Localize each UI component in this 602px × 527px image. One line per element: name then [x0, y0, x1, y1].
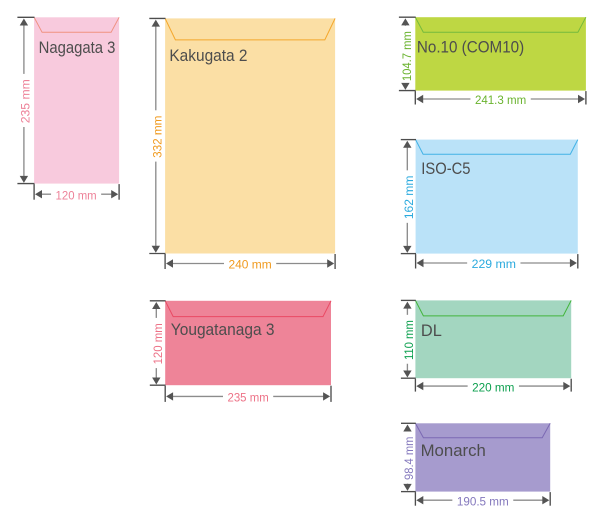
svg-text:190.5 mm: 190.5 mm	[457, 494, 509, 508]
svg-text:104.7 mm: 104.7 mm	[400, 31, 414, 81]
svg-text:DL: DL	[421, 321, 442, 340]
svg-text:No.10 (COM10): No.10 (COM10)	[417, 38, 524, 57]
svg-text:220 mm: 220 mm	[472, 380, 514, 394]
svg-text:240 mm: 240 mm	[229, 258, 272, 272]
svg-text:Nagagata 3: Nagagata 3	[39, 38, 116, 57]
svg-text:98.4 mm: 98.4 mm	[402, 437, 416, 480]
svg-text:235 mm: 235 mm	[228, 391, 269, 405]
svg-text:120 mm: 120 mm	[151, 323, 165, 364]
svg-text:ISO-C5: ISO-C5	[421, 159, 470, 178]
svg-text:Monarch: Monarch	[421, 441, 486, 460]
svg-text:162 mm: 162 mm	[402, 176, 416, 220]
svg-text:110 mm: 110 mm	[402, 320, 416, 360]
svg-text:Kakugata 2: Kakugata 2	[169, 46, 247, 65]
svg-text:229 mm: 229 mm	[472, 257, 516, 271]
svg-text:241.3 mm: 241.3 mm	[475, 93, 526, 107]
svg-text:332 mm: 332 mm	[151, 116, 165, 158]
svg-text:235 mm: 235 mm	[19, 79, 33, 123]
svg-text:Yougatanaga 3: Yougatanaga 3	[171, 320, 275, 339]
svg-text:120 mm: 120 mm	[56, 188, 97, 202]
